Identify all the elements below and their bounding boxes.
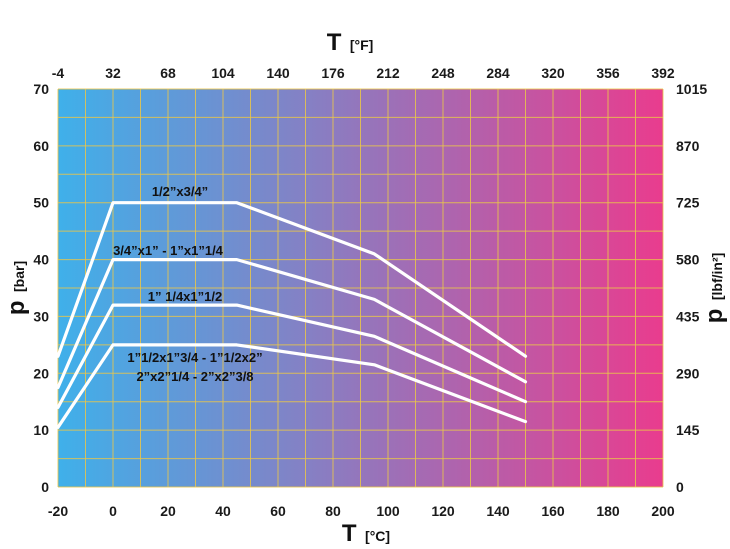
x-axis-top-unit: [°F] (350, 37, 373, 53)
y-tick-label-psi: 1015 (676, 81, 707, 97)
grid (57, 88, 664, 488)
x-tick-label-celsius: 160 (541, 503, 565, 519)
x-tick-label-fahrenheit: 248 (431, 65, 455, 81)
series-line-2 (56, 258, 528, 390)
y-tick-label-bar: 0 (41, 479, 49, 495)
series-line-3 (56, 303, 528, 409)
x-tick-label-celsius: 20 (160, 503, 176, 519)
x-tick-label-celsius: 40 (215, 503, 231, 519)
x-tick-label-fahrenheit: 32 (105, 65, 121, 81)
y-tick-label-psi: 870 (676, 138, 700, 154)
x-tick-label-celsius: 120 (431, 503, 455, 519)
series-label-4-line2: 2”x2”1/4 - 2”x2”3/8 (136, 369, 253, 384)
x-tick-label-celsius: 140 (486, 503, 510, 519)
y-tick-label-psi: 725 (676, 195, 700, 211)
x-axis-fahrenheit-ticks: -4 32 68 104 140 176 212 248 284 320 356 392 (52, 65, 675, 81)
y-tick-label-bar: 40 (33, 252, 49, 268)
y-tick-label-psi: 290 (676, 365, 700, 381)
x-tick-label-celsius: 200 (651, 503, 675, 519)
x-tick-label-fahrenheit: 104 (211, 65, 235, 81)
x-tick-label-celsius: 100 (376, 503, 400, 519)
x-tick-label-fahrenheit: -4 (52, 65, 65, 81)
series-label-2: 3/4”x1” - 1”x1”1/4 (113, 243, 224, 258)
y-tick-label-psi: 435 (676, 308, 700, 324)
y-axis-right-symbol: p (701, 309, 728, 324)
y-tick-label-bar: 60 (33, 138, 49, 154)
y-tick-label-bar: 50 (33, 195, 49, 211)
y-tick-label-bar: 70 (33, 81, 49, 97)
x-axis-top-symbol: T (327, 29, 342, 56)
x-tick-label-fahrenheit: 356 (596, 65, 620, 81)
series-label-3: 1” 1/4x1”1/2 (148, 289, 222, 304)
y-axis-left-symbol: p (3, 300, 30, 315)
x-axis-bottom-unit: [°C] (365, 528, 390, 544)
x-axis-bottom-title: T [°C] (342, 520, 390, 547)
y-tick-label-psi: 0 (676, 479, 684, 495)
y-axis-right-unit: [lbf/in²] (709, 253, 725, 300)
x-tick-label-fahrenheit: 68 (160, 65, 176, 81)
x-tick-label-fahrenheit: 212 (376, 65, 400, 81)
x-tick-label-fahrenheit: 320 (541, 65, 565, 81)
x-tick-label-fahrenheit: 284 (486, 65, 510, 81)
x-tick-label-celsius: 60 (270, 503, 286, 519)
x-tick-label-celsius: 0 (109, 503, 117, 519)
y-axis-left-title: p [bar] (3, 261, 30, 315)
y-axis-left-unit: [bar] (11, 261, 27, 292)
x-tick-label-celsius: -20 (48, 503, 68, 519)
x-tick-label-fahrenheit: 176 (321, 65, 345, 81)
x-tick-label-fahrenheit: 392 (651, 65, 675, 81)
x-tick-label-fahrenheit: 140 (266, 65, 290, 81)
y-axis-psi-ticks: 0 145 290 435 580 725 870 1015 (676, 81, 707, 495)
y-axis-bar-ticks: 0 10 20 30 40 50 60 70 (33, 81, 49, 495)
series-line-1 (56, 201, 528, 358)
series-label-4-line1: 1”1/2x1”3/4 - 1”1/2x2” (127, 350, 262, 365)
y-tick-label-psi: 145 (676, 422, 700, 438)
series-line-4 (56, 343, 528, 429)
x-axis-celsius-ticks: -20 0 20 40 60 80 100 120 140 160 180 200 (48, 503, 675, 519)
y-tick-label-psi: 580 (676, 252, 700, 268)
x-axis-bottom-symbol: T (342, 520, 357, 547)
y-tick-label-bar: 10 (33, 422, 49, 438)
series-label-1: 1/2”x3/4” (152, 184, 208, 199)
y-axis-right-title: p [lbf/in²] (701, 253, 728, 324)
series-lines (56, 201, 528, 429)
y-tick-label-bar: 20 (33, 365, 49, 381)
x-tick-label-celsius: 180 (596, 503, 620, 519)
x-tick-label-celsius: 80 (325, 503, 341, 519)
x-axis-top-title: T [°F] (327, 29, 374, 56)
y-tick-label-bar: 30 (33, 308, 49, 324)
